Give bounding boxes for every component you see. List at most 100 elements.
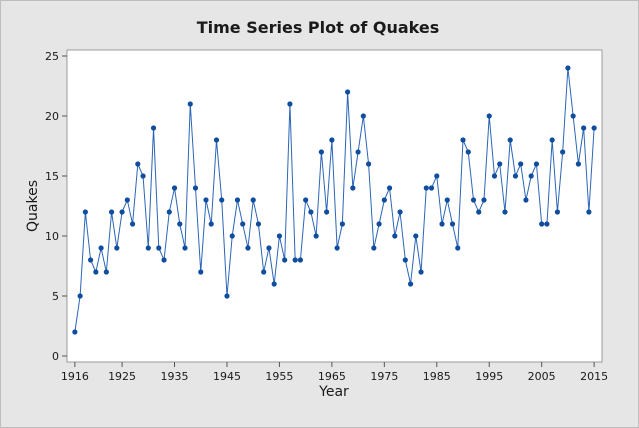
data-point-1953 xyxy=(266,245,272,251)
data-point-2005 xyxy=(539,221,545,227)
data-point-1965 xyxy=(329,137,335,143)
data-point-1936 xyxy=(177,221,183,227)
data-point-1946 xyxy=(229,233,235,239)
data-point-1983 xyxy=(423,185,429,191)
data-point-1944 xyxy=(219,197,225,203)
data-point-1947 xyxy=(234,197,241,203)
x-tick-label-6: 1975 xyxy=(370,370,398,383)
data-point-1978 xyxy=(397,209,403,215)
data-point-1977 xyxy=(392,233,398,239)
data-point-1939 xyxy=(192,185,199,191)
data-point-2015 xyxy=(591,125,597,131)
data-point-1934 xyxy=(166,209,172,215)
data-point-1990 xyxy=(460,137,466,143)
data-point-1919 xyxy=(88,257,94,263)
data-point-1940 xyxy=(198,269,204,275)
data-point-1918 xyxy=(82,209,88,215)
chart-title: Time Series Plot of Quakes xyxy=(197,18,440,37)
data-point-1968 xyxy=(345,89,351,95)
data-point-1975 xyxy=(381,197,387,203)
data-point-2011 xyxy=(570,113,576,119)
data-point-1981 xyxy=(413,233,419,239)
data-point-1954 xyxy=(271,281,277,287)
data-point-1933 xyxy=(161,257,167,263)
data-point-2007 xyxy=(549,137,555,143)
data-point-1949 xyxy=(245,245,251,251)
data-point-1927 xyxy=(129,221,136,227)
data-point-1935 xyxy=(171,185,178,191)
data-point-1922 xyxy=(103,269,109,275)
x-tick-label-3: 1945 xyxy=(213,370,241,383)
data-point-1991 xyxy=(465,149,471,155)
data-point-1969 xyxy=(350,185,356,191)
data-point-1966 xyxy=(334,245,340,251)
data-point-1929 xyxy=(140,173,146,179)
data-point-1994 xyxy=(481,197,487,203)
data-point-1941 xyxy=(203,197,209,203)
data-point-2003 xyxy=(528,173,534,179)
data-point-1916 xyxy=(72,329,78,335)
series-layer xyxy=(72,65,597,335)
data-point-1987 xyxy=(444,197,450,203)
data-point-1974 xyxy=(376,221,382,227)
data-point-1957 xyxy=(287,101,293,107)
data-point-1988 xyxy=(449,221,456,227)
data-point-1942 xyxy=(208,221,214,227)
data-point-1960 xyxy=(303,197,309,203)
data-point-1945 xyxy=(224,293,230,299)
data-point-1923 xyxy=(108,209,115,215)
data-point-1917 xyxy=(77,293,83,299)
data-point-1938 xyxy=(187,101,193,107)
data-point-2001 xyxy=(518,161,524,167)
data-point-1964 xyxy=(324,209,330,215)
data-point-2009 xyxy=(560,149,566,155)
data-point-1943 xyxy=(213,137,220,143)
data-point-1925 xyxy=(119,209,125,215)
data-point-1961 xyxy=(308,209,314,215)
x-tick-label-7: 1985 xyxy=(423,370,451,383)
data-point-2008 xyxy=(554,209,561,215)
data-point-2012 xyxy=(575,161,581,167)
data-point-1921 xyxy=(98,245,104,251)
data-point-1958 xyxy=(292,257,298,263)
data-point-1972 xyxy=(365,161,372,167)
plot-area xyxy=(66,49,603,363)
data-point-1971 xyxy=(360,113,366,119)
data-point-1980 xyxy=(407,281,414,287)
data-point-1928 xyxy=(135,161,141,167)
data-point-2006 xyxy=(544,221,550,227)
data-point-2000 xyxy=(512,173,519,179)
series-line-0 xyxy=(74,67,595,333)
x-tick-label-0: 1916 xyxy=(61,370,89,383)
x-tick-label-8: 1995 xyxy=(475,370,503,383)
data-point-2010 xyxy=(565,65,571,71)
y-axis-label: Quakes xyxy=(25,180,41,232)
x-tick-label-5: 1965 xyxy=(318,370,346,383)
x-tick-label-2: 1935 xyxy=(161,370,189,383)
y-tick-label-2: 10 xyxy=(45,230,59,243)
data-point-1950 xyxy=(250,197,256,203)
data-point-1993 xyxy=(476,209,482,215)
data-point-1956 xyxy=(282,257,288,263)
data-point-1959 xyxy=(297,257,304,263)
data-point-1951 xyxy=(255,221,262,227)
data-point-1986 xyxy=(439,221,445,227)
data-point-1999 xyxy=(507,137,513,143)
x-tick-label-9: 2005 xyxy=(528,370,556,383)
data-point-2002 xyxy=(523,197,529,203)
data-point-1962 xyxy=(313,233,319,239)
y-tick-label-3: 15 xyxy=(45,170,59,183)
data-point-1995 xyxy=(486,113,492,119)
y-tick-label-1: 5 xyxy=(52,290,59,303)
x-tick-label-4: 1955 xyxy=(265,370,293,383)
data-point-1996 xyxy=(491,173,498,179)
x-tick-label-1: 1925 xyxy=(108,370,136,383)
data-point-1920 xyxy=(93,269,99,275)
data-point-2004 xyxy=(533,161,540,167)
data-point-1948 xyxy=(240,221,246,227)
data-point-1932 xyxy=(156,245,162,251)
data-point-1967 xyxy=(339,221,345,227)
data-point-1955 xyxy=(276,233,283,239)
y-tick-label-4: 20 xyxy=(45,110,59,123)
